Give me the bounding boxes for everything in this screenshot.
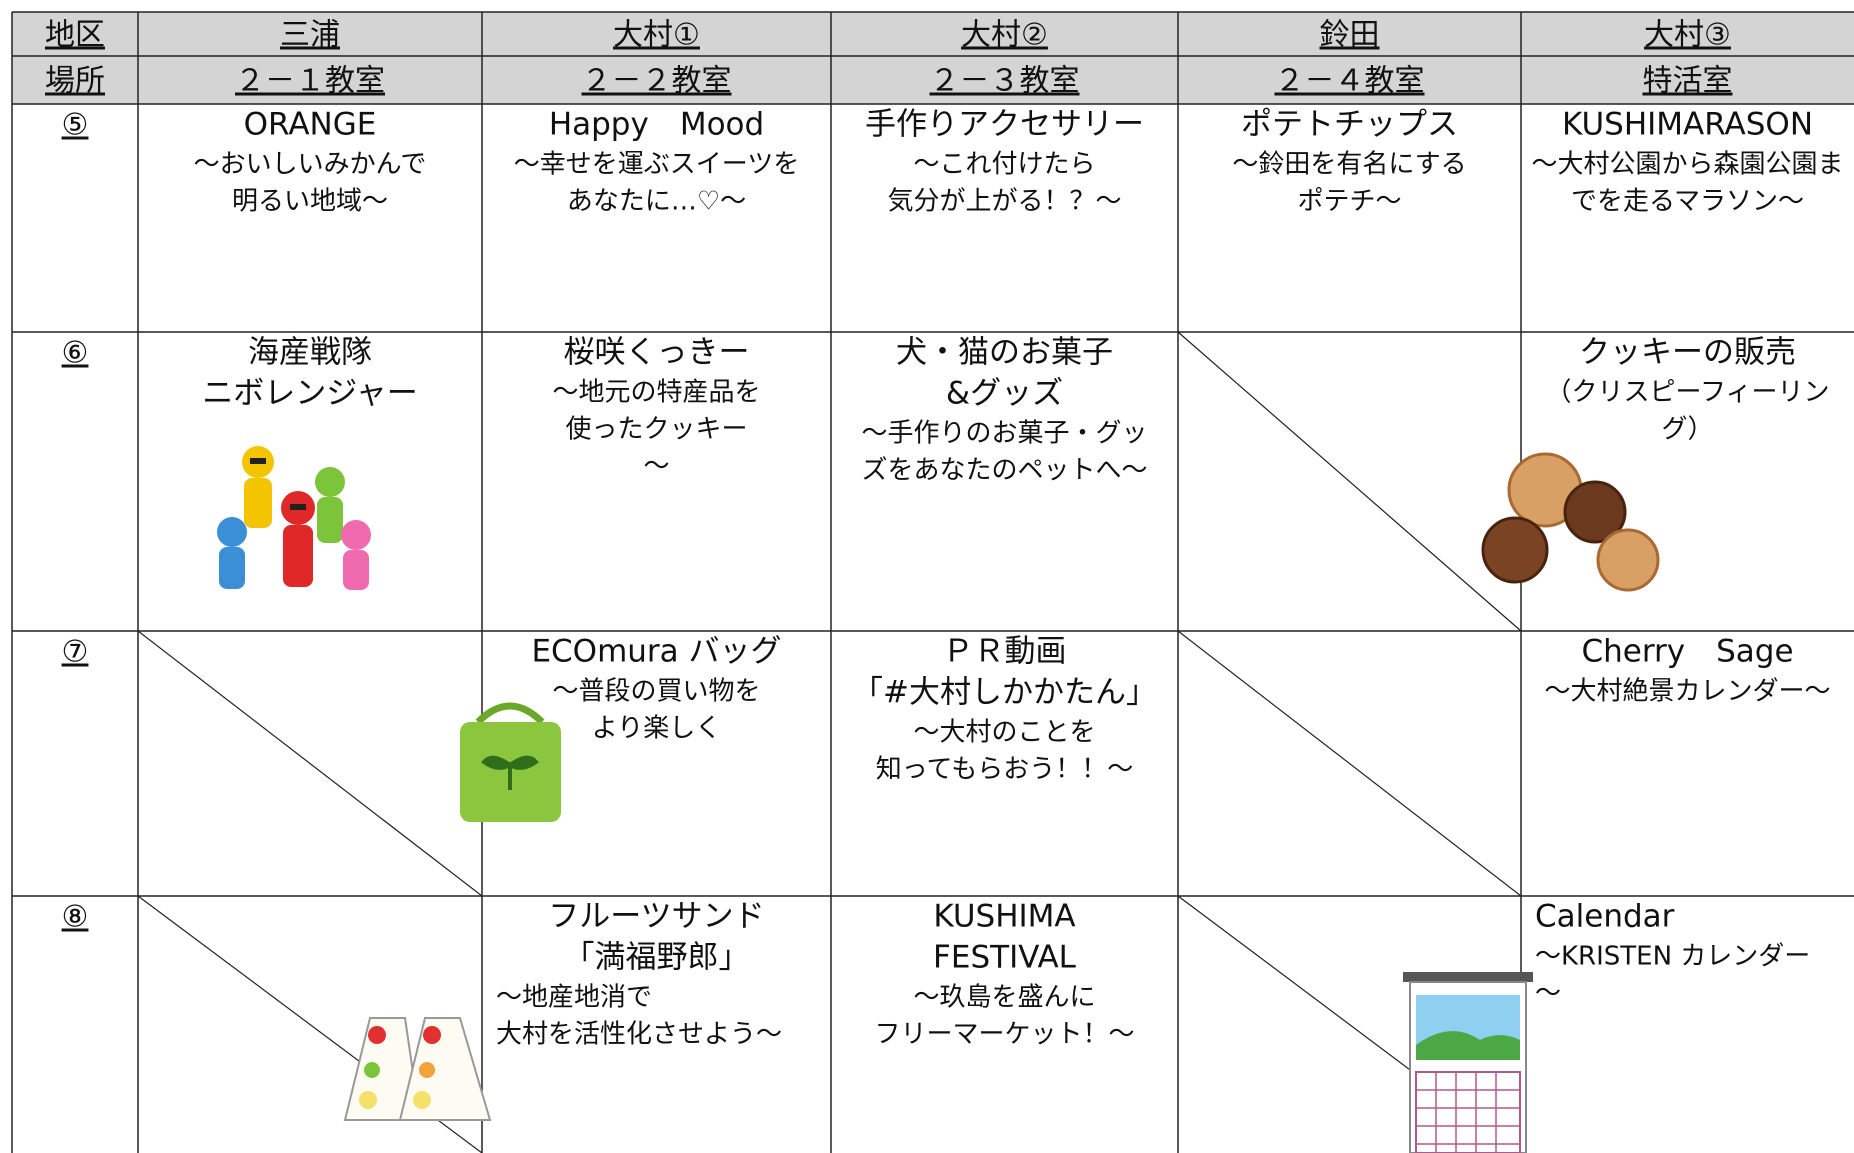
header-label: 大村③ [1644, 18, 1731, 53]
cell-subtitle: フリーマーケット！～ [874, 1020, 1134, 1050]
header-label: ２－１教室 [235, 64, 385, 99]
cell-subtitle: ～おいしいみかんで [194, 150, 427, 180]
header-label: ２－４教室 [1275, 64, 1425, 99]
cell-subtitle: ～玖島を盛んに [913, 983, 1095, 1013]
cell-subtitle: ～幸せを運ぶスイーツを [514, 150, 799, 180]
illustrations [217, 446, 1660, 1153]
cell-subtitle: ～地産地消で [496, 983, 652, 1013]
empty-diagonal [1177, 331, 1522, 632]
period-label: ⑤ [62, 108, 89, 143]
cell-subtitle: ～鈴田を有名にする [1232, 150, 1466, 180]
cell-subtitle: 気分が上がる！？～ [887, 187, 1121, 217]
cells: 地区 三浦 大村① 大村② 鈴田 大村③ 場所 ２－１教室 ２－２教室 ２－３教室 ２－４教室 特活室… [45, 18, 1844, 1050]
cell-title: クッキーの販売 [1579, 335, 1796, 371]
cell-subtitle: （クリスピーフィーリン [1546, 378, 1830, 408]
cookie-illustration [1481, 452, 1660, 592]
cell-subtitle: あなたに…♡～ [567, 187, 746, 217]
cell-subtitle: ポテチ～ [1297, 187, 1401, 217]
period-label: ⑦ [62, 635, 89, 670]
cell-subtitle: ～普段の買い物を [552, 677, 760, 707]
cell-subtitle: でを走るマラソン～ [1571, 187, 1804, 217]
cell-title: Cherry Sage [1581, 634, 1793, 670]
cell-subtitle: グ） [1661, 415, 1713, 445]
header-label: ２－３教室 [930, 64, 1080, 99]
cell-subtitle: ～ [643, 452, 669, 482]
cell-subtitle: ～大村のことを [913, 718, 1095, 748]
cell-subtitle: ～これ付けたら [913, 150, 1095, 180]
header-label: 特活室 [1643, 64, 1733, 99]
empty-diagonal [137, 630, 483, 897]
cell-subtitle: ～地元の特産品を [552, 378, 760, 408]
period-label: ⑥ [62, 336, 89, 371]
cell-subtitle: 明るい地域～ [232, 187, 388, 217]
cell-title: 手作りアクセサリー [865, 107, 1144, 143]
cell-subtitle: ～KRISTEN カレンダー [1535, 942, 1810, 972]
cell-title: 「#大村しかかたん」 [852, 675, 1157, 711]
cell-subtitle: ～大村公園から森園公園ま [1531, 150, 1843, 180]
cell-title: FESTIVAL [933, 940, 1077, 976]
cell-title: Calendar [1535, 899, 1675, 935]
cell-title: &グッズ [946, 376, 1063, 412]
header-label: 場所 [45, 64, 105, 99]
cell-subtitle: ～大村絶景カレンダー～ [1544, 677, 1830, 707]
cell-title: ECOmura バッグ [531, 634, 781, 670]
cell-title: Happy Mood [549, 107, 764, 143]
sandwich-illustration [343, 1017, 492, 1121]
cell-title: 犬・猫のお菓子 [896, 335, 1113, 371]
cell-title: 海産戦隊 [248, 335, 372, 371]
cell-subtitle: ～手作りのお菓子・グッ [861, 419, 1147, 449]
header-label: 三浦 [280, 18, 340, 53]
header-label: 大村② [961, 18, 1048, 53]
cell-title: KUSHIMA [933, 899, 1075, 935]
cell-subtitle: 大村を活性化させよう～ [496, 1020, 782, 1050]
ranger-illustration [217, 446, 371, 590]
cell-title: KUSHIMARASON [1562, 107, 1813, 143]
eco-bag-illustration [460, 702, 561, 822]
cell-title: ＰＲ動画 [943, 634, 1067, 670]
cell-title: 桜咲くっきー [564, 335, 750, 371]
cell-subtitle: より楽しく [592, 714, 721, 744]
header-label: 地区 [45, 18, 105, 53]
cell-title: ポテトチップス [1241, 107, 1458, 143]
header-label: 鈴田 [1320, 18, 1380, 53]
cell-subtitle: ～ [1535, 979, 1561, 1009]
period-label: ⑧ [62, 900, 89, 935]
calendar-illustration [1403, 972, 1533, 1153]
cell-title: フルーツサンド [548, 899, 764, 935]
cell-title: ニボレンジャー [202, 376, 417, 412]
grid [11, 11, 1854, 1153]
cell-subtitle: 知ってもらおう！！～ [876, 755, 1133, 785]
cell-title: ORANGE [244, 107, 377, 143]
cell-title: 「満福野郎」 [564, 940, 750, 976]
header-label: 大村① [613, 18, 700, 53]
header-label: ２－２教室 [582, 64, 732, 99]
cell-subtitle: ズをあなたのペットへ～ [861, 456, 1147, 486]
header-background [12, 12, 1854, 104]
empty-diagonal [1177, 630, 1522, 897]
cell-subtitle: 使ったクッキー [565, 415, 747, 445]
